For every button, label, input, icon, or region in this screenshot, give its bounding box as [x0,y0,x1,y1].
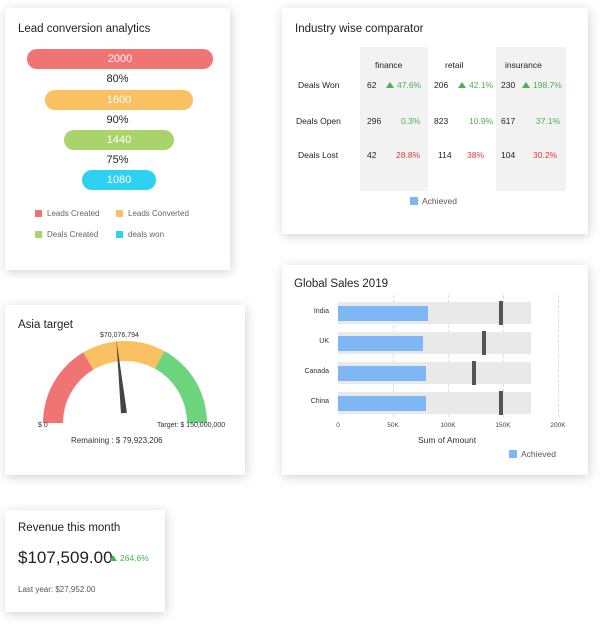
funnel-conversion-1: 80% [106,73,129,85]
legend-swatch [410,197,418,205]
gauge-needle [116,339,127,414]
achieved-bar[interactable] [338,365,426,381]
bullet-chart: 0 50K 100K 150K 200K India UK Canada China [282,265,588,475]
cell-value: 114 [438,150,452,160]
grid-line [393,295,394,417]
cell-value: 617 [501,116,516,126]
industry-comparator-title: Industry wise comparator [295,23,424,35]
funnel-stage-deals-created[interactable]: 1440 [64,130,174,150]
revenue-card: Revenue this month $107,509.00 264.6% La… [5,510,165,612]
column-header-insurance: insurance [505,60,542,70]
gauge-band-0 [43,352,94,423]
x-axis-title: Sum of Amount [418,435,477,445]
asia-target-title: Asia target [18,319,73,331]
cell-change: 28.8% [396,150,421,160]
gauge-remaining-label: Remaining : $ 79,923,206 [71,436,163,445]
revenue-change: 264.6% [109,553,149,563]
revenue-last-year: Last year: $27,952.00 [18,585,96,594]
cell-value: 104 [501,150,516,160]
cell-change: 47.6% [386,80,421,90]
grid-line [503,295,504,417]
cell-value: 42 [367,150,377,160]
gauge-band-2 [154,351,207,423]
legend-achieved[interactable]: Achieved [410,196,457,206]
legend-deals-won[interactable]: deals won [116,230,164,239]
legend-leads-created[interactable]: Leads Created [35,209,99,218]
funnel-conversion-2: 90% [106,114,129,126]
target-marker [498,391,503,415]
achieved-bar[interactable] [338,305,429,321]
cell-change: 0.3% [401,116,421,126]
gauge-target-label: Target: $ 150,000,000 [157,422,226,429]
legend-swatch [509,450,517,458]
legend-leads-converted[interactable]: Leads Converted [116,209,189,218]
column-header-finance: finance [375,60,403,70]
global-sales-title: Global Sales 2019 [294,278,388,290]
category-label: India [313,308,329,315]
funnel-stage-leads-converted[interactable]: 1600 [45,90,193,110]
up-arrow-icon [386,82,394,88]
legend-swatch [116,210,123,217]
cell-value: 62 [367,80,377,90]
row-label-deals-won: Deals Won [298,80,340,90]
legend-swatch [35,231,42,238]
x-tick-label: 100K [440,422,456,429]
gauge-chart [43,339,207,423]
target-marker [498,301,503,325]
legend-swatch [116,231,123,238]
lead-conversion-title: Lead conversion analytics [18,23,151,35]
legend-swatch [35,210,42,217]
revenue-title: Revenue this month [18,522,121,534]
column-header-retail: retail [445,60,464,70]
funnel-stage-deals-won[interactable]: 1080 [82,170,156,190]
gauge-min-label: $ 0 [38,422,48,429]
target-marker [472,361,477,385]
cell-change: 30.2% [533,150,558,160]
industry-comparator-card: Industry wise comparator finance retail … [282,8,588,234]
funnel-conversion-3: 75% [106,154,129,166]
achieved-bar[interactable] [338,335,423,351]
cell-change: 37.1% [536,116,561,126]
global-sales-card: Global Sales 2019 0 50K 100K 150K 200K India U… [282,265,588,475]
cell-change: 42.1% [458,80,493,90]
lead-conversion-card: Lead conversion analytics 2000 80% 1600 … [5,8,230,270]
cell-value: 823 [434,116,449,126]
gauge-current-value: $70,076,794 [100,332,139,339]
cell-value: 296 [367,116,382,126]
revenue-amount: $107,509.00 [18,548,113,567]
up-arrow-icon [458,82,466,88]
up-arrow-icon [522,82,530,88]
column-bg-insurance [496,47,566,191]
cell-change: 38% [467,150,485,160]
cell-value: 206 [434,80,449,90]
x-tick-label: 150K [495,422,511,429]
legend-deals-created[interactable]: Deals Created [35,230,98,239]
cell-value: 230 [501,80,516,90]
row-label-deals-open: Deals Open [296,116,341,126]
gauge-band-1 [83,341,165,370]
up-arrow-icon [109,555,117,561]
x-tick-label: 200K [550,422,566,429]
legend-achieved[interactable]: Achieved [509,449,556,459]
funnel-stage-leads-created[interactable]: 2000 [27,49,213,69]
category-label: China [310,398,329,405]
row-label-deals-lost: Deals Lost [298,150,339,160]
asia-target-card: Asia target $70,076,794 $ 0 Target: $ 15… [5,305,245,475]
grid-line [558,295,559,417]
achieved-bar[interactable] [338,395,426,411]
category-label: UK [319,338,329,345]
x-tick-label: 0 [336,422,340,429]
category-label: Canada [304,368,329,375]
target-marker [482,331,487,355]
cell-change: 10.9% [469,116,494,126]
x-tick-label: 50K [387,422,399,429]
column-bg-finance [360,47,428,191]
grid-line [448,295,449,417]
cell-change: 198.7% [522,80,562,90]
